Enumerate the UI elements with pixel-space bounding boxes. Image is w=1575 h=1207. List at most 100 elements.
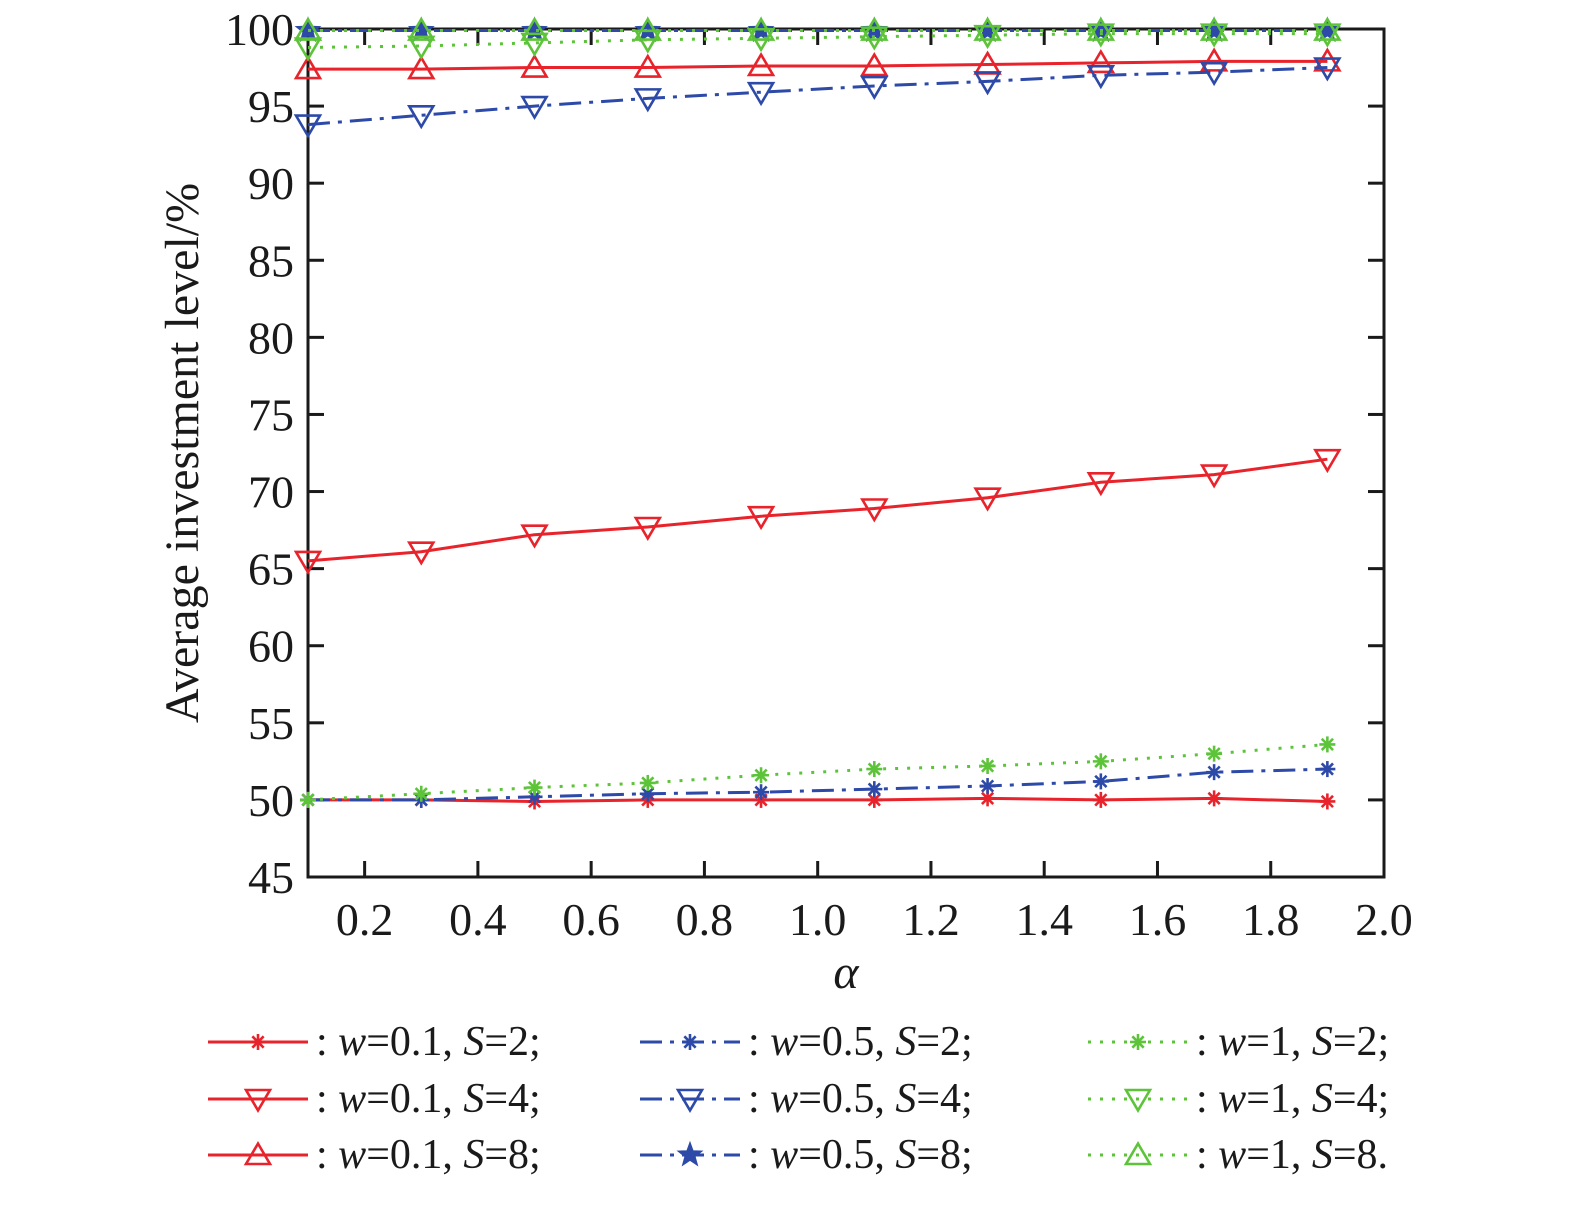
- y-tick-label: 50: [248, 775, 294, 826]
- series-line: [308, 59, 1328, 71]
- y-tick-label: 80: [248, 312, 294, 363]
- data-point: [1199, 464, 1229, 489]
- series-5: [293, 57, 1342, 139]
- legend-entry: : w=0.5, S=4;: [640, 1076, 973, 1122]
- legend-entry: : w=1, S=4;: [1088, 1076, 1389, 1122]
- data-point: [406, 105, 436, 130]
- legend-entry: : w=0.5, S=8;: [640, 1132, 973, 1178]
- legend-label: : w=0.5, S=8;: [748, 1132, 973, 1178]
- legend-marker: [250, 1034, 266, 1050]
- data-point: [1199, 61, 1229, 87]
- data-point: [293, 55, 323, 80]
- data-point: [633, 516, 663, 541]
- data-point: [974, 16, 1002, 43]
- legend-label: : w=0.5, S=4;: [748, 1076, 973, 1122]
- data-point: [1313, 16, 1341, 43]
- series-4: [300, 761, 1336, 808]
- data-point: [860, 26, 889, 51]
- data-point: [1313, 47, 1342, 72]
- y-axis-label: Average investment level/%: [156, 183, 209, 723]
- legend-marker: [1123, 1088, 1153, 1113]
- y-tick-label: 85: [248, 235, 294, 286]
- x-tick-label: 0.8: [676, 894, 734, 945]
- data-point: [1086, 48, 1116, 74]
- series-line: [307, 742, 1328, 802]
- data-point: [1206, 745, 1223, 762]
- legend-marker: [1130, 1034, 1146, 1050]
- x-tick-label: 0.6: [562, 894, 620, 945]
- y-tick-label: 100: [225, 4, 294, 55]
- data-point: [1199, 47, 1229, 72]
- plot-frame: [306, 27, 1386, 879]
- data-point: [633, 16, 663, 41]
- series-line: [308, 796, 1328, 804]
- y-tick-label: 95: [248, 81, 294, 132]
- data-point: [753, 767, 770, 784]
- data-point: [746, 16, 776, 41]
- data-point: [520, 95, 549, 121]
- data-point: [860, 498, 889, 523]
- data-point: [293, 16, 323, 41]
- data-point: [979, 757, 996, 774]
- x-tick-label: 2.0: [1355, 894, 1413, 945]
- y-tick-label: 90: [248, 158, 294, 209]
- series-2: [293, 448, 1342, 575]
- data-point: [1313, 23, 1342, 48]
- legend-marker: [682, 1034, 698, 1050]
- data-point: [407, 16, 435, 43]
- data-point: [1086, 23, 1116, 48]
- data-point: [520, 32, 549, 57]
- data-point: [860, 52, 889, 77]
- x-tick-label: 1.8: [1242, 894, 1300, 945]
- axes: 0.2 0.4 0.6 0.8 1.0 1.2 1.4 1.6 1.8 2.0 45 50 55 60 65…: [156, 4, 1413, 999]
- legend-label: : w=1, S=2;: [1196, 1019, 1389, 1065]
- data-point: [1092, 753, 1109, 770]
- data-point: [1313, 16, 1342, 41]
- data-point: [1092, 773, 1109, 790]
- y-tick-label: 45: [248, 852, 294, 903]
- data-point: [1086, 471, 1116, 497]
- x-axis-label: α: [833, 946, 859, 999]
- series-line: [307, 66, 1328, 127]
- data-point: [979, 778, 996, 795]
- data-point: [1200, 16, 1228, 43]
- data-point: [406, 55, 436, 80]
- series-line: [307, 32, 1328, 49]
- y-tick-label: 55: [248, 698, 294, 749]
- data-point: [1199, 23, 1229, 48]
- data-point: [973, 16, 1002, 41]
- legend-entry: : w=1, S=2;: [1088, 1019, 1389, 1065]
- x-tick-label: 0.4: [449, 894, 507, 945]
- data-point: [866, 761, 883, 778]
- data-point: [1319, 761, 1336, 778]
- legend-entry: : w=1, S=8.: [1088, 1132, 1388, 1178]
- data-point: [1086, 16, 1116, 41]
- y-tick-label: 60: [248, 621, 294, 672]
- y-tick-label: 75: [248, 389, 294, 440]
- data-point: [866, 781, 883, 798]
- data-point: [639, 774, 656, 791]
- legend-entry: : w=0.1, S=2;: [208, 1019, 541, 1065]
- data-point: [406, 16, 436, 41]
- data-point: [1206, 790, 1223, 807]
- data-point: [293, 550, 323, 575]
- legend-marker: [1123, 1141, 1153, 1166]
- series-9: [293, 16, 1342, 41]
- data-point: [1313, 57, 1342, 82]
- legend: : w=0.1, S=2;: w=0.1, S=4;: w=0.1, S=8;:…: [208, 1019, 1389, 1178]
- data-point: [746, 505, 776, 531]
- series-group: [293, 16, 1342, 810]
- y-tick-label: 65: [248, 544, 294, 595]
- legend-entry: : w=0.1, S=8;: [208, 1132, 541, 1178]
- series-line: [307, 457, 1328, 563]
- data-point: [860, 75, 889, 101]
- data-point: [293, 114, 323, 139]
- data-point: [633, 53, 663, 78]
- data-point: [300, 791, 316, 808]
- legend-label: : w=0.1, S=8;: [316, 1132, 541, 1178]
- series-line: [308, 767, 1328, 802]
- series-3: [293, 47, 1342, 80]
- legend-label: : w=0.1, S=2;: [316, 1019, 541, 1065]
